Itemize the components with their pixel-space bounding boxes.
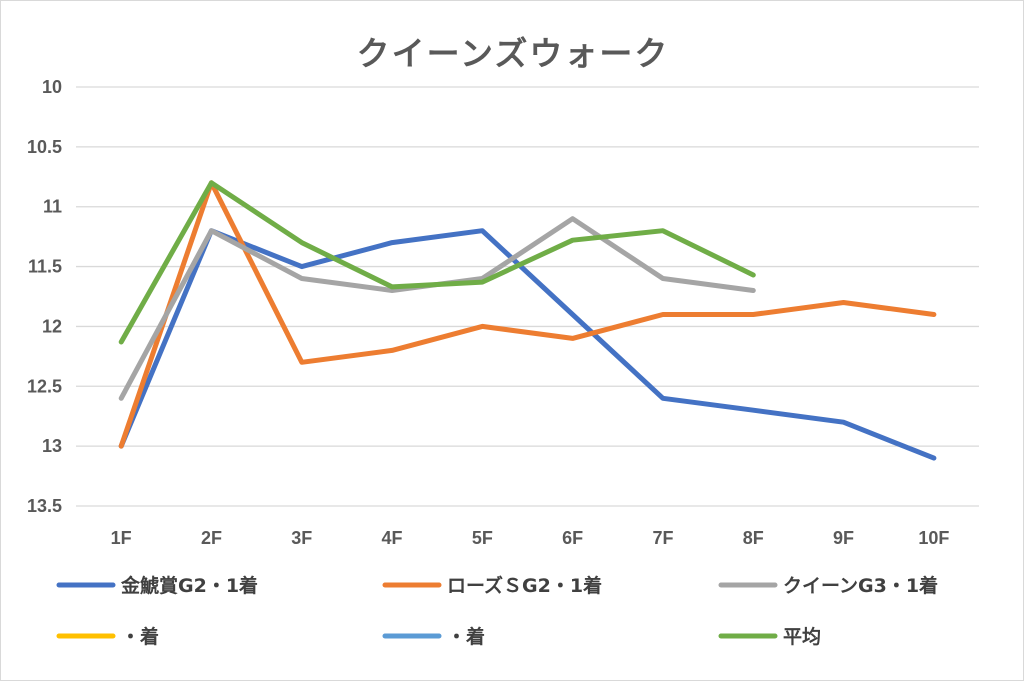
legend-item: クイーンG3・1着 xyxy=(718,574,938,597)
series-line-1 xyxy=(118,228,937,461)
series-line-3 xyxy=(118,216,756,401)
legend-label: ・着 xyxy=(121,625,159,648)
x-tick-label: 7F xyxy=(652,528,673,548)
legend-item: 平均 xyxy=(718,625,821,648)
x-tick-label: 6F xyxy=(562,528,583,548)
y-tick-label: 11 xyxy=(43,197,62,217)
legend-label: 平均 xyxy=(783,625,821,648)
legend-item: ・着 xyxy=(56,625,159,648)
legend-label: 金鯱賞G2・1着 xyxy=(120,574,258,597)
y-tick-label: 11.5 xyxy=(28,257,62,277)
chart-title: クイーンズウォーク xyxy=(357,34,670,73)
x-tick-label: 9F xyxy=(833,528,854,548)
series-line-2 xyxy=(118,180,937,449)
x-tick-label: 8F xyxy=(743,528,764,548)
y-axis-ticks: 10 10.5 11 11.5 12 12.5 13 13.5 xyxy=(27,77,62,516)
x-tick-label: 3F xyxy=(291,528,312,548)
series-line-6 xyxy=(118,180,756,345)
x-tick-label: 1F xyxy=(111,528,132,548)
y-tick-label: 10 xyxy=(42,77,62,97)
gridlines xyxy=(76,86,979,507)
legend-label: ・着 xyxy=(447,625,485,648)
y-tick-label: 13.5 xyxy=(27,496,62,516)
x-axis-ticks: 1F 2F 3F 4F 5F 6F 7F 8F 9F 10F xyxy=(111,528,950,548)
legend-item: 金鯱賞G2・1着 xyxy=(56,574,258,597)
series-lines xyxy=(118,180,937,461)
legend: 金鯱賞G2・1着 ローズＳG2・1着 クイーンG3・1着・着 ・着 平均 xyxy=(56,574,938,648)
legend-label: クイーンG3・1着 xyxy=(783,574,938,597)
x-tick-label: 4F xyxy=(382,528,403,548)
legend-item: ・着 xyxy=(382,625,485,648)
y-tick-label: 13 xyxy=(42,436,62,456)
y-tick-label: 12 xyxy=(42,316,62,336)
x-tick-label: 10F xyxy=(918,528,949,548)
legend-item: ローズＳG2・1着 xyxy=(382,574,602,597)
x-tick-label: 5F xyxy=(472,528,493,548)
x-tick-label: 2F xyxy=(201,528,222,548)
legend-label: ローズＳG2・1着 xyxy=(447,574,602,597)
y-tick-label: 12.5 xyxy=(27,376,62,396)
y-tick-label: 10.5 xyxy=(27,137,62,157)
